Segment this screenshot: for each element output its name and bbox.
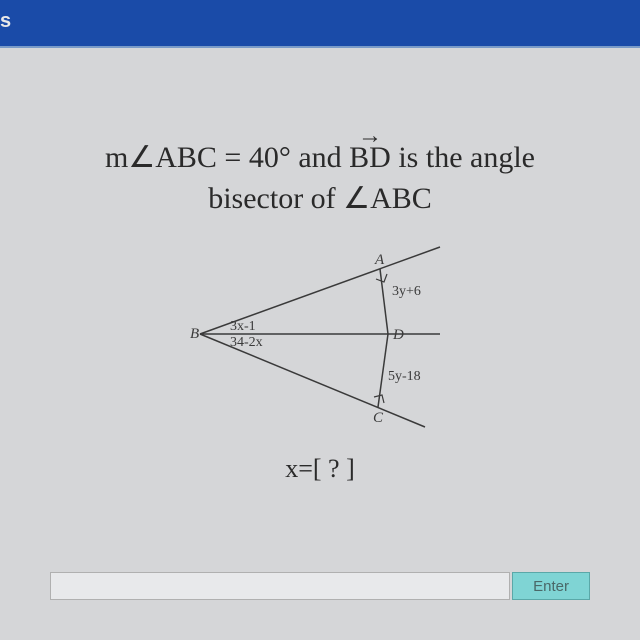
segment-AD xyxy=(380,269,388,334)
label-DC: 5y-18 xyxy=(388,369,421,384)
header-partial-text: ors xyxy=(0,10,11,32)
vertex-D-label: D xyxy=(392,327,404,343)
label-AD: 3y+6 xyxy=(392,284,421,299)
problem-statement: m∠ABC = 40° and BD is the angle bisector… xyxy=(0,138,640,219)
geometry-diagram: B A D C 3y+6 5y-18 3x-1 34-2x xyxy=(170,239,470,439)
problem-line1-suffix: is the angle xyxy=(391,141,535,174)
vertex-B-label: B xyxy=(190,326,199,342)
vertex-C-label: C xyxy=(373,410,384,426)
answer-prompt: x=[ ? ] xyxy=(0,454,640,484)
vertex-A-label: A xyxy=(374,252,385,268)
angle-ABD-label: 3x-1 xyxy=(230,319,256,334)
enter-button[interactable]: Enter xyxy=(512,572,590,600)
input-row: Enter xyxy=(50,572,590,600)
problem-line1-prefix: m∠ABC = 40° and xyxy=(105,141,349,174)
problem-line2: bisector of ∠ABC xyxy=(208,182,432,215)
ray-BD-label: BD xyxy=(349,138,391,179)
content-area: m∠ABC = 40° and BD is the angle bisector… xyxy=(0,48,640,640)
answer-input[interactable] xyxy=(50,572,510,600)
app-header: ors xyxy=(0,0,640,48)
angle-DBC-label: 34-2x xyxy=(230,335,263,350)
